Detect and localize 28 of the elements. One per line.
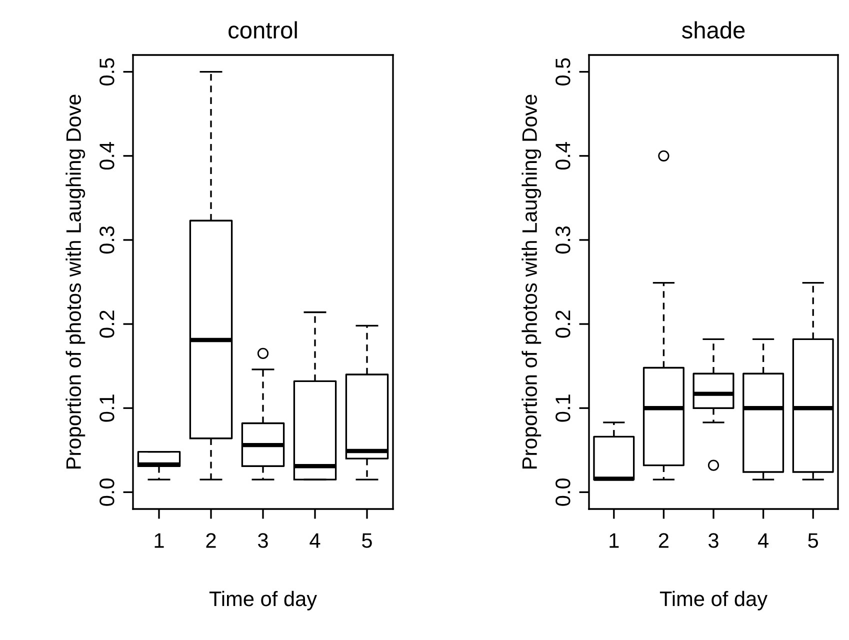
y-tick-label: 0.3 [100, 226, 114, 254]
x-axis-title: Time of day [209, 590, 317, 610]
y-tick-label: 0.0 [100, 478, 114, 506]
y-tick-label: 0.1 [556, 394, 570, 422]
x-tick-label: 1 [610, 533, 619, 548]
y-tick-label: 0.2 [556, 310, 570, 338]
y-tick-label: 0.5 [556, 58, 570, 86]
y-tick-label: 0.2 [100, 310, 114, 338]
x-tick-label: 5 [362, 533, 372, 548]
x-tick-label: 2 [658, 533, 668, 548]
x-tick-label: 2 [206, 533, 216, 548]
y-tick-label: 0.1 [100, 394, 114, 422]
x-tick-label: 3 [258, 533, 268, 548]
y-tick-label: 0.5 [100, 58, 114, 86]
y-tick-label: 0.3 [556, 226, 570, 254]
x-tick-label: 4 [758, 533, 768, 548]
x-tick-label: 1 [154, 533, 164, 548]
y-tick-label: 0.4 [556, 142, 570, 170]
y-tick-label: 0.0 [556, 478, 570, 506]
chart-title: control [228, 21, 297, 39]
y-axis-title: Proportion of photos with Laughing Dove [522, 94, 542, 468]
y-tick-label: 0.4 [100, 142, 114, 170]
x-tick-label: 5 [808, 533, 818, 548]
chart-title: shade [682, 21, 745, 39]
y-axis-title: Proportion of photos with Laughing Dove [66, 94, 86, 468]
x-tick-label: 4 [310, 533, 320, 548]
x-tick-label: 3 [708, 533, 718, 548]
x-axis-title: Time of day [660, 590, 768, 610]
